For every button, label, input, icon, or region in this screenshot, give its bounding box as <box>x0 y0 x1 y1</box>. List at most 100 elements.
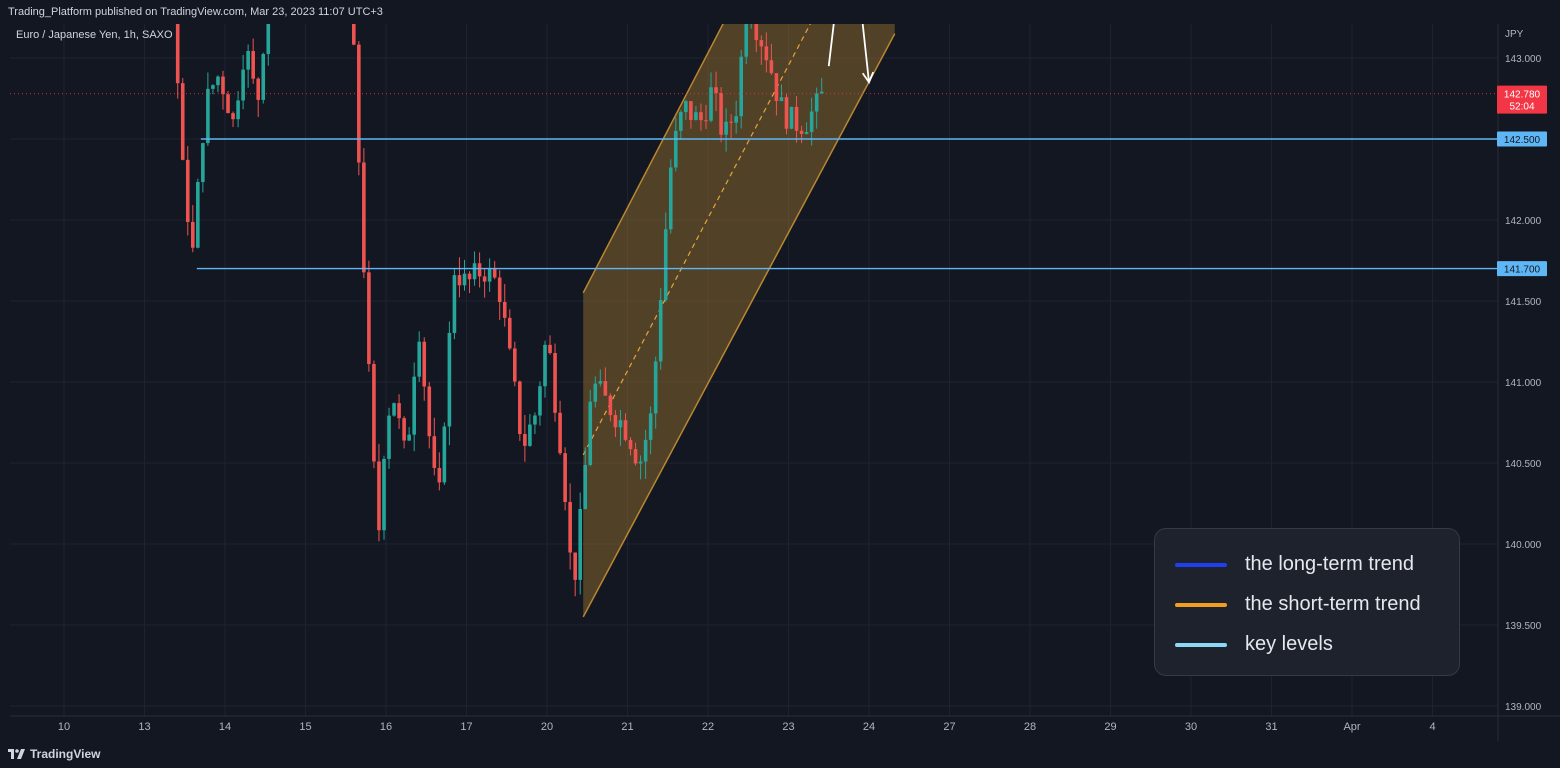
candle-body <box>724 121 728 135</box>
x-tick-label: 13 <box>138 721 150 733</box>
candle-body <box>246 51 250 70</box>
y-tick-label: 142.000 <box>1505 216 1542 227</box>
candle-body <box>598 381 603 384</box>
candle-body <box>185 159 190 222</box>
candle-body <box>774 73 779 102</box>
candle-body <box>452 275 457 333</box>
candle-body <box>518 381 522 435</box>
candle-body <box>548 344 552 354</box>
candle-body <box>623 420 628 440</box>
candle-body <box>211 85 215 89</box>
channel-lower-line <box>582 33 896 618</box>
candle-body <box>638 461 643 464</box>
candle-body <box>704 120 708 122</box>
candle-body <box>422 341 427 387</box>
candle-body <box>397 403 401 419</box>
candle-body <box>759 40 764 47</box>
candle-body <box>563 453 567 503</box>
key-level-tag <box>1497 261 1547 277</box>
candle-body <box>497 277 502 303</box>
candle-body <box>538 386 542 416</box>
candle-body <box>603 381 608 396</box>
y-tick-label: 139.000 <box>1505 702 1542 713</box>
candle-body <box>689 101 693 120</box>
candle-body <box>492 268 497 278</box>
candle-body <box>784 97 789 129</box>
legend-swatch-key-levels <box>1175 642 1227 647</box>
candle-body <box>251 51 255 79</box>
bar-countdown-label: 52:04 <box>1509 102 1534 113</box>
candle-body <box>477 263 482 277</box>
published-bar: Trading_Platform published on TradingVie… <box>0 0 1560 24</box>
x-tick-label: 21 <box>621 721 633 733</box>
candle-body <box>357 44 361 163</box>
candle-body <box>618 420 623 428</box>
candle-body <box>266 0 271 54</box>
x-tick-label: 31 <box>1265 721 1277 733</box>
x-tick-label: 24 <box>863 721 875 733</box>
x-tick-label: 15 <box>299 721 311 733</box>
x-tick-label: 20 <box>541 721 553 733</box>
x-tick-label: 27 <box>943 721 955 733</box>
y-tick-label: 139.500 <box>1505 621 1542 632</box>
candle-body <box>502 302 507 318</box>
candle-body <box>719 93 723 135</box>
candle-body <box>643 439 648 462</box>
candle-body <box>809 111 814 132</box>
candle-body <box>573 552 577 580</box>
candle-body <box>714 87 718 94</box>
candle-body <box>804 131 809 134</box>
candle-body <box>648 413 653 440</box>
candle-body <box>447 332 452 427</box>
candle-body <box>412 376 416 435</box>
last-price-tag <box>1497 85 1547 114</box>
candle-body <box>628 439 633 450</box>
candle-body <box>387 415 391 459</box>
candle-body <box>206 88 210 144</box>
candle-body <box>674 130 678 168</box>
candle-body <box>221 76 225 95</box>
x-tick-label: Apr <box>1343 721 1360 733</box>
candle-body <box>583 465 588 510</box>
candle-body <box>658 300 663 362</box>
x-tick-label: 4 <box>1429 721 1435 733</box>
candle-body <box>613 415 618 428</box>
candle-body <box>175 0 180 84</box>
candle-body <box>729 121 733 123</box>
candle-body <box>467 273 472 280</box>
candle-body <box>472 263 477 280</box>
candle-body <box>261 53 266 100</box>
candle-body <box>507 317 512 349</box>
currency-label: JPY <box>1505 29 1524 40</box>
y-tick-label: 140.500 <box>1505 459 1542 470</box>
candle-body <box>794 106 799 131</box>
candle-body <box>442 426 447 483</box>
candle-body <box>407 434 411 441</box>
channel-median-line <box>582 0 824 456</box>
legend-item-key-levels: key levels <box>1175 633 1333 656</box>
candle-body <box>482 276 487 282</box>
y-tick-label: 141.500 <box>1505 297 1542 308</box>
candle-body <box>754 17 759 41</box>
candle-body <box>653 361 658 414</box>
candle-body <box>256 78 261 100</box>
candle-body <box>226 94 230 114</box>
candle-body <box>231 113 235 120</box>
candle-body <box>528 424 532 446</box>
candle-body <box>191 221 195 248</box>
candle-body <box>553 353 557 413</box>
candle-body <box>457 275 462 286</box>
candle-body <box>699 112 703 121</box>
candle-body <box>608 395 613 416</box>
chart-legend: the long-term trend the short-term trend… <box>1154 528 1460 676</box>
candle-body <box>543 344 547 387</box>
candle-body <box>588 401 593 466</box>
candle-body <box>709 87 713 121</box>
legend-label-long-term: the long-term trend <box>1245 553 1414 575</box>
candle-body <box>578 509 583 580</box>
key-level-tag-label: 142.500 <box>1504 135 1541 146</box>
tradingview-logo[interactable]: TradingView <box>8 747 100 761</box>
candle-body <box>196 182 200 248</box>
candle-body <box>392 403 396 416</box>
